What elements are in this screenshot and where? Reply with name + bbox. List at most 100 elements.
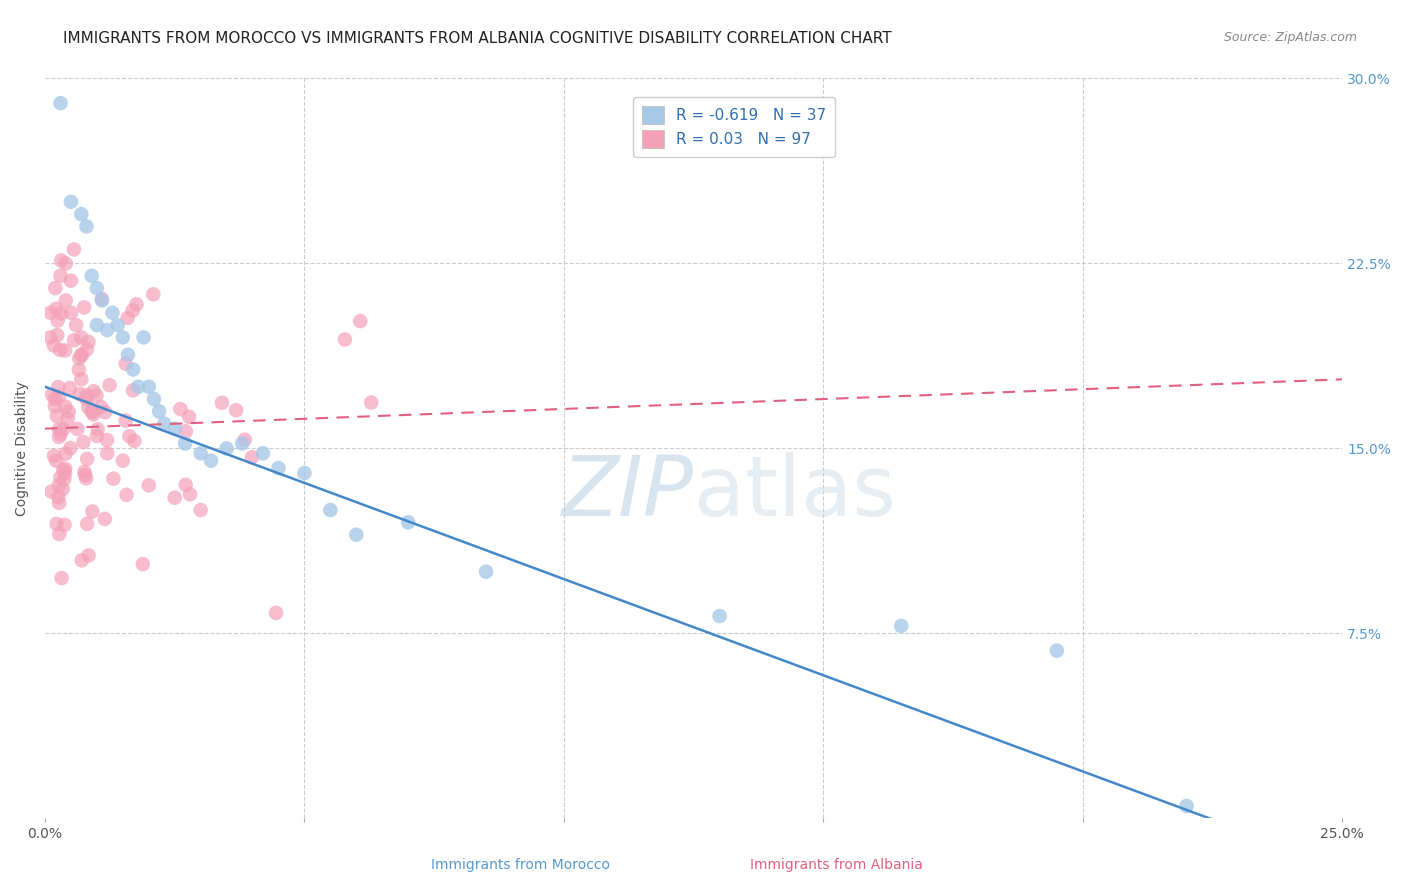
Point <box>59 441 82 455</box>
Point <box>63 333 86 347</box>
Point <box>55 447 77 461</box>
Point <box>41 388 63 402</box>
Point <box>121 303 143 318</box>
Point <box>82 408 104 422</box>
Point <box>76 516 98 531</box>
Point <box>48 490 70 504</box>
Point <box>46 328 69 343</box>
Point <box>94 405 117 419</box>
Point <box>396 516 419 530</box>
Point <box>86 429 108 443</box>
Point <box>1046 643 1069 657</box>
Point <box>52 463 75 477</box>
Point <box>59 306 82 320</box>
Point <box>82 405 104 419</box>
Point <box>48 422 70 436</box>
Point <box>103 472 125 486</box>
Text: IMMIGRANTS FROM MOROCCO VS IMMIGRANTS FROM ALBANIA COGNITIVE DISABILITY CORRELAT: IMMIGRANTS FROM MOROCCO VS IMMIGRANTS FR… <box>63 31 891 46</box>
Point <box>114 357 136 371</box>
Point <box>73 301 96 315</box>
Point <box>179 409 201 424</box>
Point <box>70 348 93 362</box>
Point <box>77 334 100 349</box>
Point <box>70 207 93 221</box>
Point <box>174 425 197 439</box>
Point <box>111 330 134 344</box>
Legend: R = -0.619   N = 37, R = 0.03   N = 97: R = -0.619 N = 37, R = 0.03 N = 97 <box>633 97 835 157</box>
Point <box>94 512 117 526</box>
Point <box>53 517 76 532</box>
Point <box>231 436 253 450</box>
Point <box>70 372 93 386</box>
Point <box>45 516 67 531</box>
Point <box>53 400 76 414</box>
Point <box>73 465 96 479</box>
Point <box>39 306 62 320</box>
Point <box>163 422 186 436</box>
Point <box>70 348 93 362</box>
Point <box>91 293 114 308</box>
Point <box>132 330 155 344</box>
Point <box>142 392 165 406</box>
Y-axis label: Cognitive Disability: Cognitive Disability <box>15 381 30 516</box>
Point <box>169 402 191 417</box>
Point <box>51 306 73 320</box>
Point <box>294 466 316 480</box>
Text: atlas: atlas <box>693 452 896 533</box>
Point <box>163 491 186 505</box>
Point <box>115 488 138 502</box>
Point <box>73 468 96 483</box>
Point <box>44 399 66 413</box>
Point <box>45 453 67 467</box>
Text: Immigrants from Morocco: Immigrants from Morocco <box>430 858 610 872</box>
Point <box>96 433 118 447</box>
Point <box>344 527 367 541</box>
Point <box>86 388 108 402</box>
Point <box>53 343 76 358</box>
Point <box>90 400 112 414</box>
Point <box>49 427 72 442</box>
Point <box>44 392 66 406</box>
Point <box>200 453 222 467</box>
Point <box>67 363 90 377</box>
Point <box>66 422 89 436</box>
Text: ZIP: ZIP <box>561 452 693 533</box>
Point <box>75 471 97 485</box>
Point <box>101 306 124 320</box>
Point <box>1175 799 1198 814</box>
Point <box>153 417 176 431</box>
Point <box>49 268 72 283</box>
Point <box>267 461 290 475</box>
Point <box>77 401 100 415</box>
Point <box>67 351 90 366</box>
Point <box>63 243 86 257</box>
Point <box>80 404 103 418</box>
Point <box>52 482 75 496</box>
Point <box>48 390 70 404</box>
Point <box>42 338 65 352</box>
Point <box>333 333 356 347</box>
Point <box>86 281 108 295</box>
Point <box>58 404 80 418</box>
Point <box>138 380 160 394</box>
Point <box>122 384 145 398</box>
Point <box>211 396 233 410</box>
Point <box>41 484 63 499</box>
Point <box>148 404 170 418</box>
Point <box>138 478 160 492</box>
Point <box>890 619 912 633</box>
Point <box>349 314 371 328</box>
Point <box>46 380 69 394</box>
Point <box>77 549 100 563</box>
Point <box>252 446 274 460</box>
Point <box>179 487 201 501</box>
Point <box>475 565 498 579</box>
Point <box>225 403 247 417</box>
Point <box>76 343 98 357</box>
Point <box>45 409 67 423</box>
Point <box>82 504 104 518</box>
Point <box>59 274 82 288</box>
Point <box>65 318 87 332</box>
Point <box>53 461 76 475</box>
Point <box>114 413 136 427</box>
